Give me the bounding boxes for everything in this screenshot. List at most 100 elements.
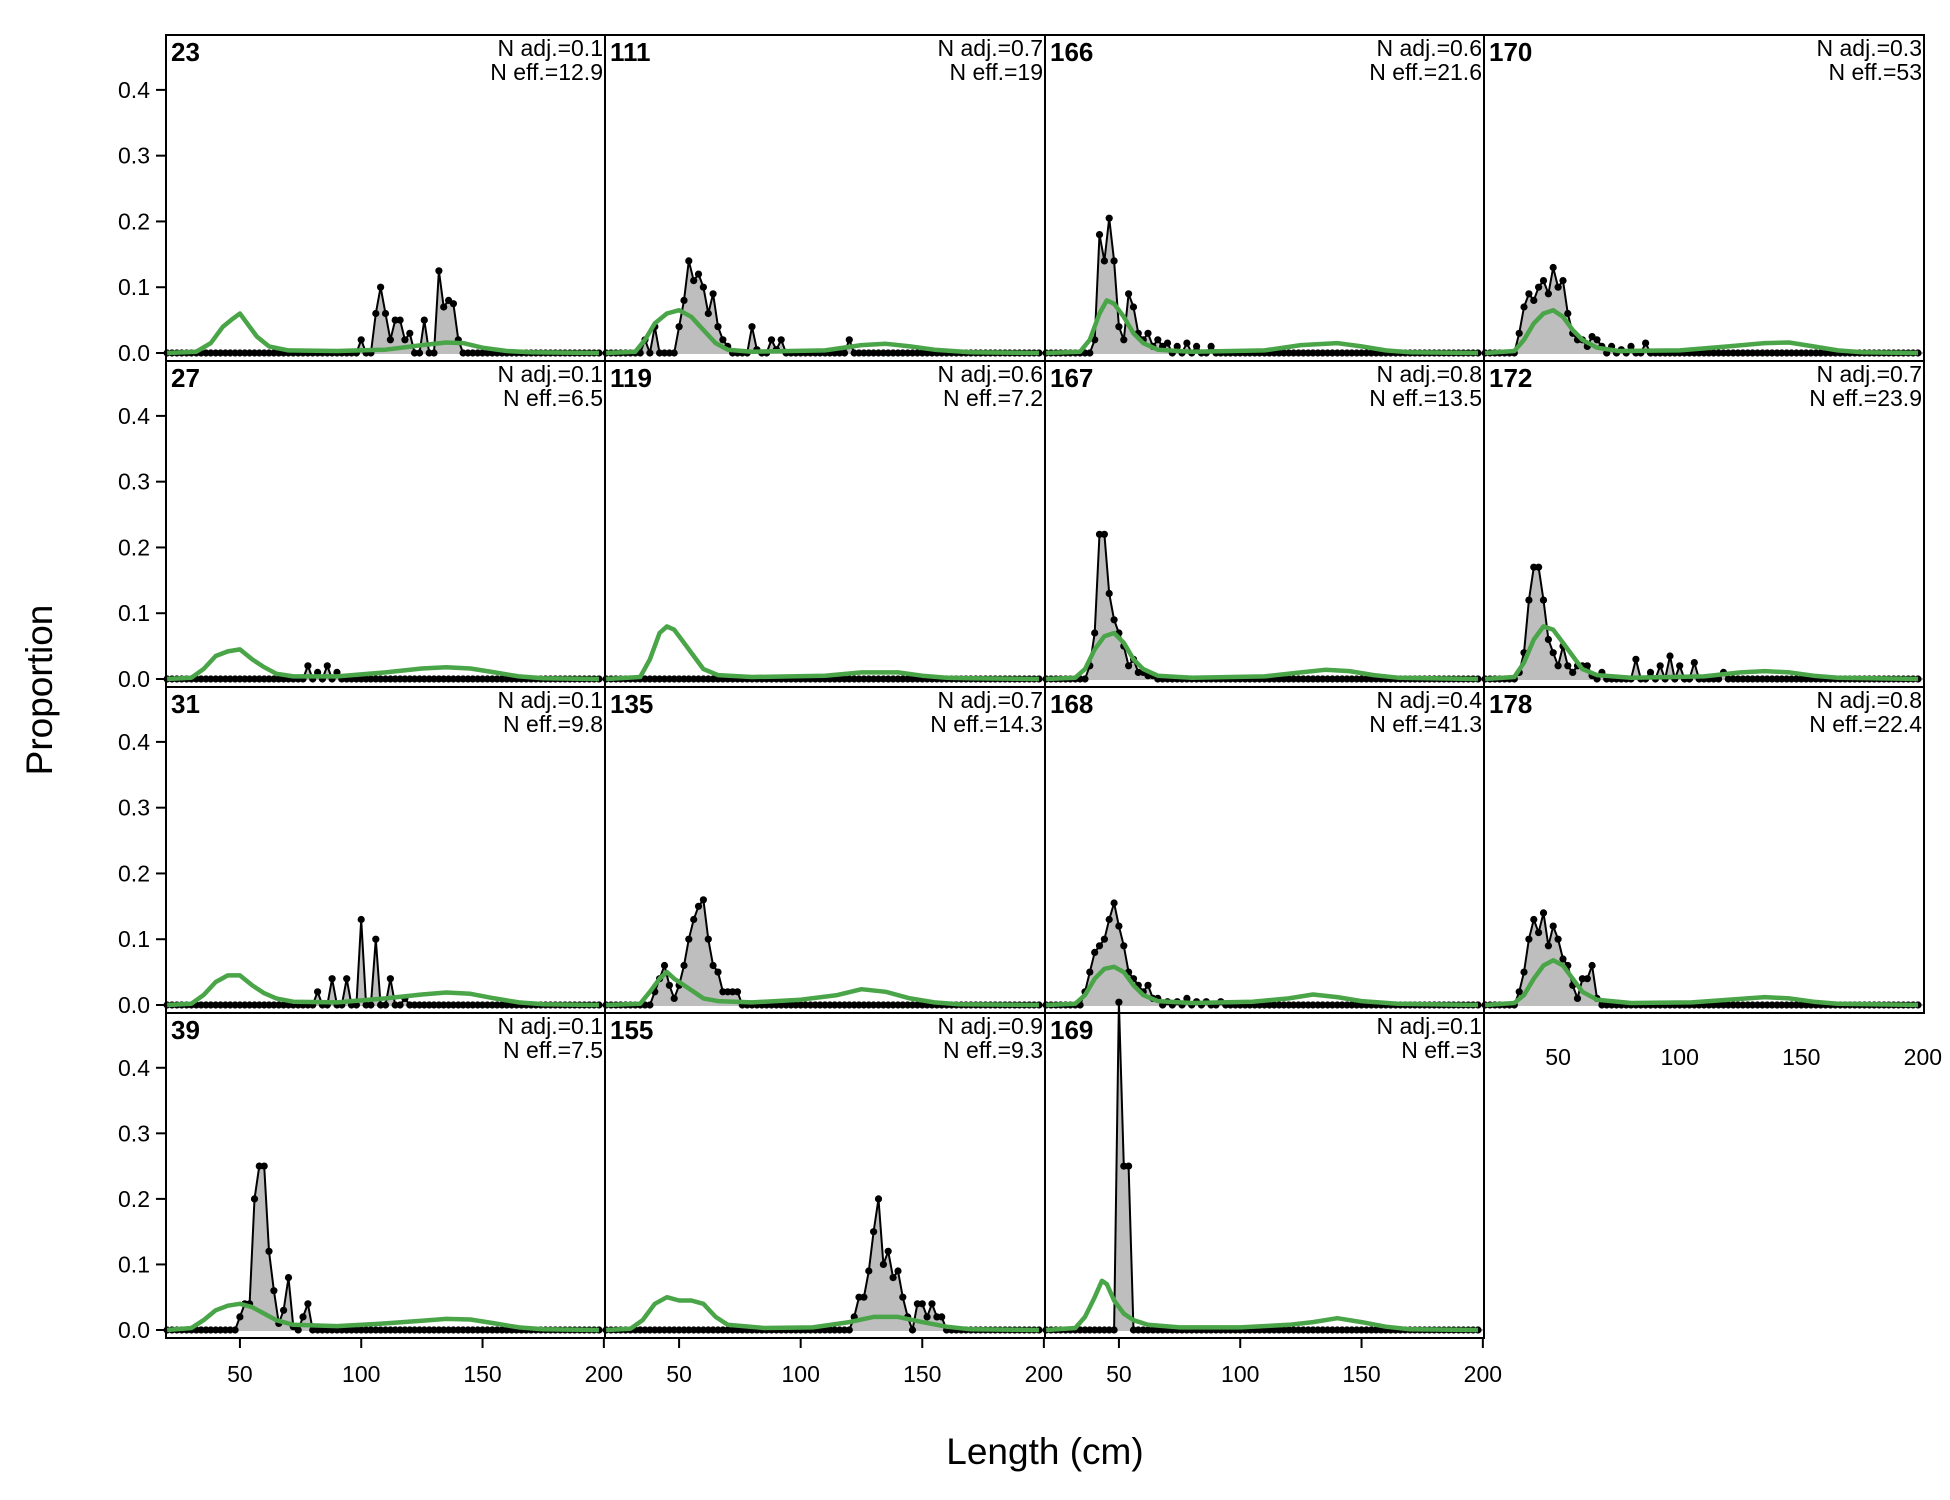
observed-point <box>1125 290 1133 298</box>
panel-label: 119 <box>610 363 652 393</box>
x-tick-label: 50 <box>227 1361 253 1387</box>
x-tick-label: 150 <box>1782 1044 1820 1070</box>
observed-point <box>894 1267 902 1275</box>
observed-point <box>1163 339 1172 347</box>
panel-n-eff: N eff.=41.3 <box>1369 711 1482 737</box>
y-tick-label: 0.3 <box>118 143 150 169</box>
observed-area <box>167 1166 599 1330</box>
observed-point <box>1193 342 1201 350</box>
expected-line <box>1045 1278 1479 1333</box>
panel-label: 169 <box>1050 1015 1093 1045</box>
panel-frame <box>1483 686 1925 1014</box>
observed-point <box>714 323 722 331</box>
observed-point <box>1520 968 1528 976</box>
expected-line <box>605 624 1040 682</box>
observed-point <box>1110 899 1118 907</box>
observed-point <box>709 290 717 298</box>
observed-line <box>167 919 599 1006</box>
x-axis-col-2: 50 100 150 200 <box>605 1337 1063 1387</box>
observed-point <box>299 1313 307 1321</box>
observed-point <box>396 1001 404 1009</box>
observed-point <box>401 336 409 344</box>
observed-point <box>670 349 678 357</box>
observed-point <box>714 968 722 976</box>
panel-n-adj: N adj.=0.8 <box>1817 687 1923 713</box>
observed-point <box>719 336 727 344</box>
observed-line <box>606 897 1039 1006</box>
y-axis-row-4: 0.0 0.1 0.2 0.3 0.4 <box>118 1055 167 1343</box>
panel-167: 167 N adj.=0.8N eff.=13.5 <box>1042 360 1485 688</box>
y-tick-label: 0.1 <box>118 600 150 626</box>
observed-area <box>606 1198 1039 1330</box>
panel-111: 111 N adj.=0.7N eff.=19 <box>602 34 1046 362</box>
observed-point <box>1535 929 1543 937</box>
observed-point <box>367 1001 375 1009</box>
panel-135: 135 N adj.=0.7N eff.=14.3 <box>602 686 1046 1014</box>
panel-n-eff: N eff.=3 <box>1401 1037 1482 1063</box>
observed-point <box>1642 339 1650 347</box>
observed-area <box>167 919 599 1005</box>
panel-label: 135 <box>610 689 653 719</box>
observed-point <box>1539 277 1548 285</box>
panel-n-adj: N adj.=0.4 <box>1377 687 1483 713</box>
x-tick-label: 150 <box>1342 1361 1380 1387</box>
observed-point <box>381 1001 390 1009</box>
observed-point <box>396 316 404 324</box>
observed-line <box>606 260 1039 357</box>
panel-n-adj: N adj.=0.1 <box>1377 1013 1483 1039</box>
observed-point <box>1091 336 1099 344</box>
observed-point <box>386 336 394 344</box>
observed-point <box>284 1274 293 1282</box>
panel-n-adj: N adj.=0.6 <box>938 361 1044 387</box>
panel-178: 178 N adj.=0.8N eff.=22.4 <box>1481 686 1925 1014</box>
observed-point <box>860 1293 868 1301</box>
observed-point <box>704 309 712 318</box>
observed-point <box>874 1195 883 1203</box>
observed-point <box>372 309 380 318</box>
panel-label: 27 <box>171 363 200 393</box>
observed-point <box>690 277 698 285</box>
panel-label: 172 <box>1489 363 1532 393</box>
panel-39: 39 N adj.=0.1N eff.=7.5 <box>163 1012 606 1339</box>
expected-line <box>605 1294 1040 1333</box>
x-tick-label: 50 <box>666 1361 692 1387</box>
observed-point <box>690 915 698 924</box>
x-tick-label: 200 <box>1464 1361 1502 1387</box>
observed-point <box>231 1326 239 1334</box>
observed-point <box>1515 988 1523 996</box>
observed-point <box>1559 955 1567 963</box>
panel-n-eff: N eff.=13.5 <box>1369 385 1482 411</box>
observed-point <box>260 1162 268 1170</box>
observed-point <box>1525 596 1533 604</box>
observed-point <box>1583 975 1591 983</box>
panel-31: 31 N adj.=0.1N eff.=9.8 <box>163 686 606 1014</box>
observed-point <box>1588 961 1596 970</box>
y-axis-title: Proportion <box>19 605 60 776</box>
y-tick-label: 0.2 <box>118 1186 150 1212</box>
x-tick-label: 200 <box>1025 1361 1063 1387</box>
observed-point <box>845 1326 853 1334</box>
observed-point <box>1173 342 1181 350</box>
y-tick-label: 0.4 <box>118 1055 150 1081</box>
observed-point <box>694 270 703 278</box>
observed-point <box>918 1300 926 1308</box>
expected-line <box>1484 958 1919 1008</box>
panel-n-eff: N eff.=7.5 <box>503 1037 603 1063</box>
observed-point <box>270 1287 278 1295</box>
observed-point <box>1120 336 1128 344</box>
observed-point <box>1183 339 1191 347</box>
observed-point <box>699 283 708 291</box>
panel-n-eff: N eff.=7.2 <box>943 385 1043 411</box>
panel-label: 168 <box>1050 689 1093 719</box>
observed-point <box>250 1195 259 1203</box>
panel-170: 170 N adj.=0.3N eff.=53 <box>1481 34 1925 362</box>
y-tick-label: 0.2 <box>118 860 150 886</box>
observed-point <box>314 988 322 996</box>
panel-label: 167 <box>1050 363 1093 393</box>
observed-point <box>304 662 312 670</box>
observed-point <box>1554 662 1562 670</box>
expected-line <box>1046 298 1479 356</box>
y-axis-row-1: 0.0 0.1 0.2 0.3 0.4 <box>118 77 167 366</box>
panel-n-adj: N adj.=0.8 <box>1377 361 1483 387</box>
panel-n-adj: N adj.=0.6 <box>1377 35 1483 61</box>
